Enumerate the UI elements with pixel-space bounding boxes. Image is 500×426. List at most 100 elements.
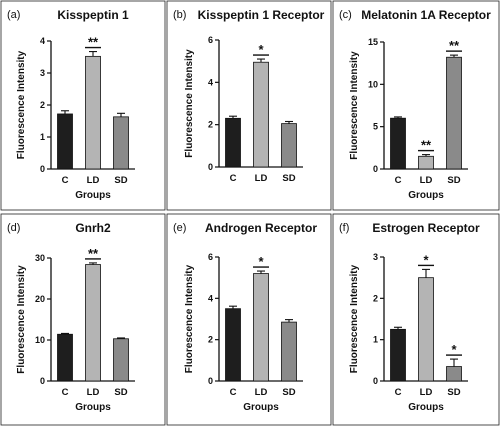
panel-title: Estrogen Receptor (372, 221, 480, 235)
bar-sd (281, 321, 297, 382)
x-axis-label: Groups (408, 190, 444, 201)
panel-tag: (e) (173, 222, 186, 234)
x-axis-label: Groups (408, 402, 444, 413)
y-axis-label: Fluorescence Intensity (16, 265, 27, 374)
category-label: LD (255, 173, 268, 184)
panel-4: (d) Gnrh2 0 10 20 30 Fluorescence Intensity C **… (0, 213, 166, 426)
bar-ld (418, 155, 434, 170)
category-label: LD (87, 387, 100, 398)
significance-marker: ** (421, 138, 432, 153)
y-tick-label: 30 (35, 253, 45, 263)
panel-3: (c) Melatonin 1A Receptor 0 5 10 15 Fluorescen… (332, 0, 500, 211)
panel-tag: (c) (339, 9, 352, 21)
panel-title: Kisspeptin 1 (57, 8, 129, 22)
bar-sd (281, 123, 297, 168)
y-tick-label: 0 (40, 164, 45, 174)
panel-tag: (d) (7, 222, 20, 234)
y-tick-label: 0 (373, 164, 378, 174)
y-tick-label: 2 (40, 100, 45, 110)
y-tick-label: 0 (40, 376, 45, 386)
y-axis-label: Fluorescence Intensity (184, 49, 195, 158)
category-label: SD (282, 387, 295, 398)
panel-5: (e) Androgen Receptor 0 2 4 6 Fluorescence Int… (166, 213, 332, 426)
y-axis-label: Fluorescence Intensity (184, 264, 195, 373)
panel-tag: (f) (339, 222, 349, 234)
bar-ld (85, 264, 101, 382)
y-tick-label: 2 (208, 335, 213, 345)
bar-sd (446, 56, 462, 170)
significance-marker: * (258, 42, 264, 57)
bar-c (57, 333, 73, 382)
y-tick-label: 2 (373, 293, 378, 303)
category-label: C (395, 175, 402, 186)
category-label: LD (87, 175, 100, 186)
y-tick-label: 4 (40, 36, 45, 46)
x-axis-label: Groups (243, 402, 279, 413)
category-label: LD (255, 387, 268, 398)
y-tick-label: 0 (208, 376, 213, 386)
panel-1: (a) Kisspeptin 1 0 1 2 3 4 Fluorescence Intensi… (0, 0, 166, 211)
bar-ld (253, 61, 269, 168)
y-tick-label: 4 (208, 293, 213, 303)
y-tick-label: 3 (373, 252, 378, 262)
category-label: LD (420, 387, 433, 398)
bar-sd (113, 116, 129, 170)
y-tick-label: 0 (373, 376, 378, 386)
y-tick-label: 6 (208, 35, 213, 45)
x-axis-label: Groups (75, 402, 111, 413)
significance-marker: ** (88, 246, 99, 261)
panel-frame (0, 0, 166, 211)
category-label: C (230, 173, 237, 184)
bar-c (225, 308, 241, 382)
panel-tag: (b) (173, 9, 186, 21)
y-tick-label: 10 (368, 79, 378, 89)
panel-6: (f) Estrogen Receptor 0 1 2 3 Fluorescence Int… (332, 213, 500, 426)
y-tick-label: 5 (373, 122, 378, 132)
panel-frame (166, 0, 332, 211)
category-label: C (395, 387, 402, 398)
category-label: C (230, 387, 237, 398)
y-tick-label: 20 (35, 294, 45, 304)
category-label: C (62, 175, 69, 186)
significance-marker: ** (449, 38, 460, 53)
y-axis-label: Fluorescence Intensity (349, 51, 360, 160)
category-label: SD (447, 387, 460, 398)
panel-tag: (a) (7, 9, 20, 21)
y-axis-label: Fluorescence Intensity (349, 264, 360, 373)
y-tick-label: 0 (208, 162, 213, 172)
y-tick-label: 10 (35, 335, 45, 345)
panel-frame (166, 213, 332, 426)
bar-c (390, 328, 406, 382)
significance-marker: * (423, 252, 429, 267)
significance-marker: * (258, 254, 264, 269)
y-tick-label: 2 (208, 120, 213, 130)
y-tick-label: 15 (368, 37, 378, 47)
category-label: SD (282, 173, 295, 184)
y-tick-label: 3 (40, 68, 45, 78)
significance-marker: ** (88, 35, 99, 50)
category-label: C (62, 387, 69, 398)
panel-frame (0, 213, 166, 426)
bar-ld (418, 277, 434, 382)
category-label: SD (114, 175, 127, 186)
bar-sd (113, 338, 129, 382)
bar-c (390, 117, 406, 170)
panel-frame (332, 0, 500, 211)
bar-ld (253, 273, 269, 382)
category-label: SD (447, 175, 460, 186)
category-label: LD (420, 175, 433, 186)
x-axis-label: Groups (75, 190, 111, 201)
y-axis-label: Fluorescence Intensity (16, 50, 27, 159)
significance-marker: * (451, 342, 457, 357)
bar-ld (85, 55, 101, 170)
y-tick-label: 1 (373, 335, 378, 345)
bar-sd (446, 366, 462, 382)
panel-title: Melatonin 1A Receptor (361, 8, 491, 22)
category-label: SD (114, 387, 127, 398)
bar-c (225, 117, 241, 168)
panel-title: Kisspeptin 1 Receptor (198, 8, 325, 22)
panel-title: Gnrh2 (75, 221, 111, 235)
panel-title: Androgen Receptor (205, 221, 317, 235)
panel-frame (332, 213, 500, 426)
